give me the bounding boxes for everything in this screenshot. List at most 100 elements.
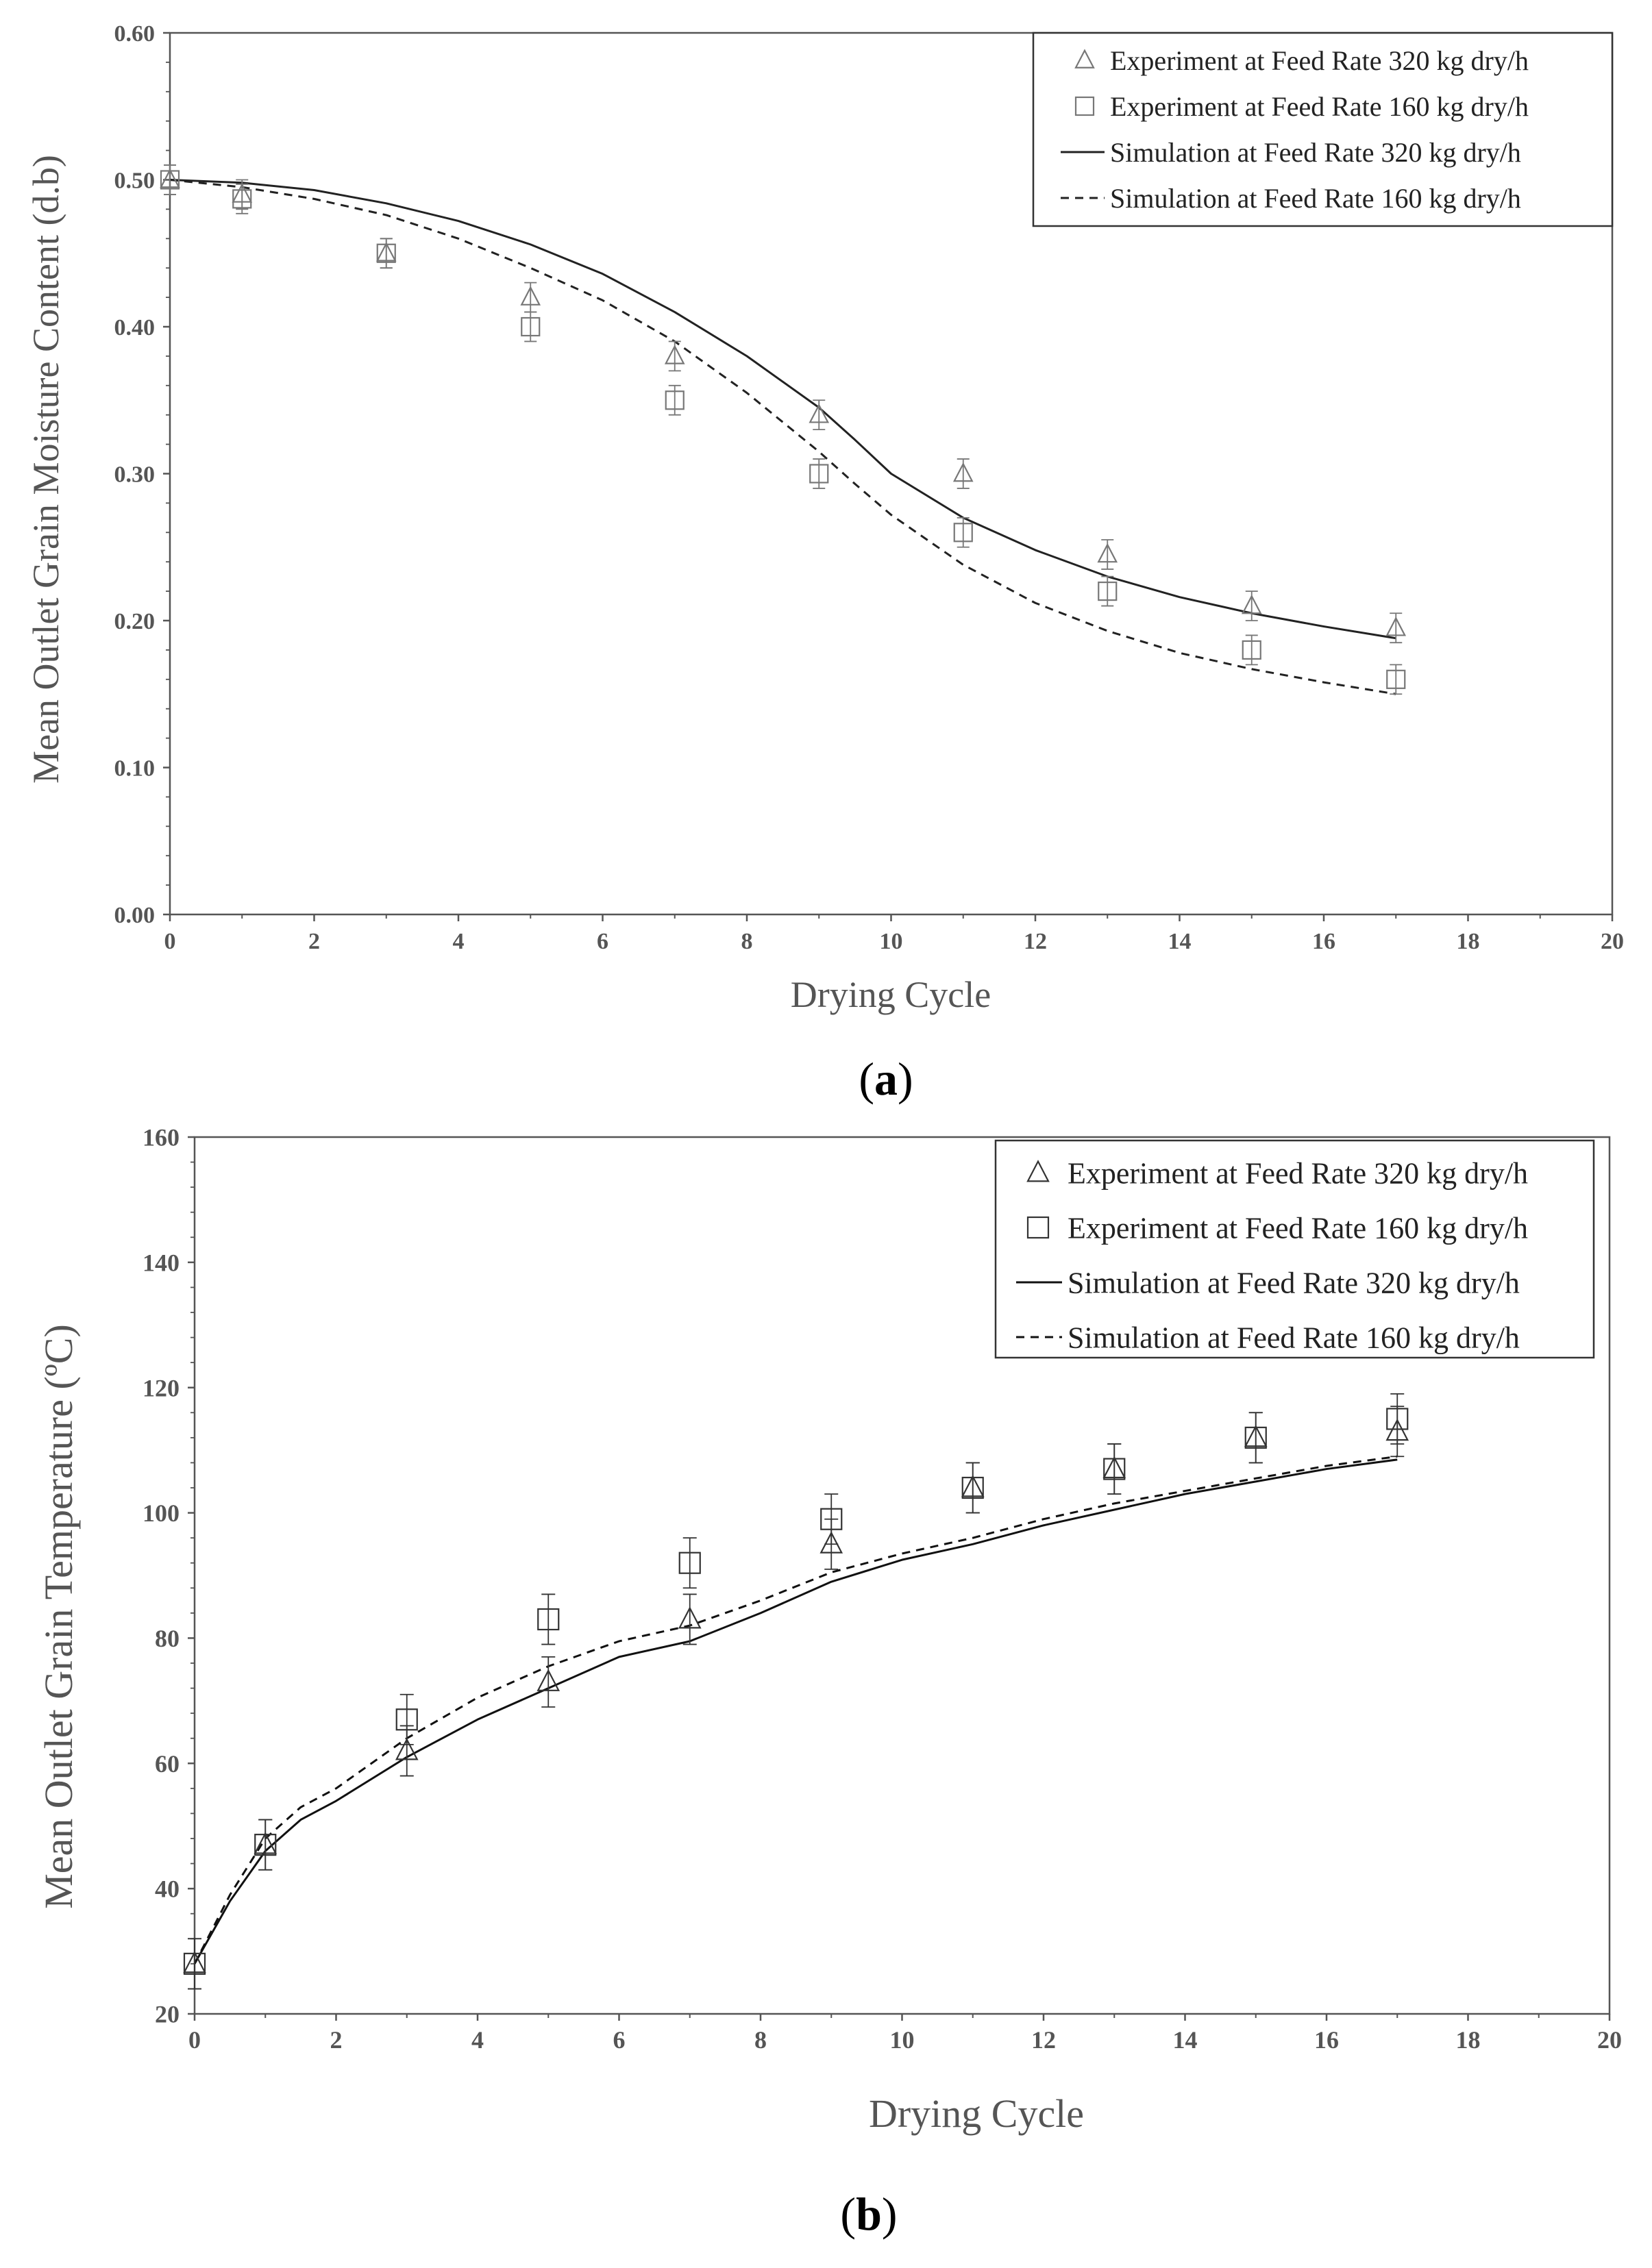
y-tick-label: 0.00 — [114, 903, 156, 928]
chart-panel-b: 0 2 4 6 8 10 12 14 16 18 20 20 40 60 80 100 120 140 160 D… — [36, 1124, 1622, 2240]
square-marker-icon — [1026, 1216, 1050, 1239]
legend-label: Simulation at Feed Rate 160 kg dry/h — [1110, 183, 1521, 214]
error-bar — [399, 1693, 414, 1745]
experiment-320-point — [395, 1738, 419, 1760]
error-bar — [380, 238, 393, 269]
error-bar — [258, 1819, 273, 1871]
x-tick-label: 2 — [308, 929, 320, 954]
y-tick-label: 0.10 — [114, 756, 156, 781]
experiment-160-point — [160, 170, 180, 190]
y-tick-label: 120 — [143, 1374, 180, 1401]
x-tick-label: 20 — [1601, 929, 1624, 954]
x-tick-label: 6 — [597, 929, 608, 954]
experiment-160-point — [820, 1508, 843, 1530]
error-bar — [965, 1462, 980, 1514]
legend-label: Experiment at Feed Rate 320 kg dry/h — [1068, 1156, 1528, 1190]
x-axis-title: Drying Cycle — [869, 2091, 1084, 2136]
error-bar — [1390, 664, 1403, 695]
legend-item: Experiment at Feed Rate 320 kg dry/h — [1074, 45, 1529, 76]
x-tick-label: 14 — [1168, 929, 1192, 954]
experiment-160-point — [395, 1708, 418, 1731]
x-tick-label: 18 — [1457, 929, 1480, 954]
legend-box — [994, 1139, 1595, 1359]
experiment-320-point — [1385, 616, 1407, 636]
experiment-160-point — [537, 1608, 560, 1631]
x-tick-label: 4 — [453, 929, 465, 954]
panel-label: (a) — [859, 1053, 913, 1105]
legend-label: Simulation at Feed Rate 320 kg dry/h — [1068, 1266, 1520, 1299]
y-tick-label: 40 — [155, 1876, 180, 1903]
x-tick-label: 2 — [330, 2026, 343, 2054]
y-tick-label: 140 — [143, 1249, 180, 1276]
error-bar — [524, 311, 537, 342]
error-bar — [1101, 575, 1114, 607]
error-bar — [164, 164, 176, 195]
y-tick-label: 0.20 — [114, 609, 156, 634]
experiment-320-point — [520, 286, 541, 306]
experiment-160-point — [232, 189, 252, 209]
x-axis-title: Drying Cycle — [791, 974, 991, 1015]
experiment-160-point — [678, 1552, 701, 1574]
error-bar — [824, 1493, 839, 1545]
legend-box — [1032, 32, 1614, 227]
legend-label: Experiment at Feed Rate 160 kg dry/h — [1068, 1211, 1528, 1245]
experiment-160-point — [1098, 581, 1118, 601]
x-tick-label: 8 — [741, 929, 753, 954]
experiment-320-point — [819, 1531, 843, 1554]
experiment-160-point — [183, 1952, 206, 1975]
simulation-160-line — [193, 1455, 1398, 1965]
experiment-320-point — [809, 403, 830, 423]
x-tick-label: 8 — [754, 2026, 767, 2054]
y-axis-title: Mean Outlet Grain Temperature (ºC) — [36, 1324, 81, 1909]
x-tick-label: 10 — [880, 929, 903, 954]
experiment-160-point — [376, 243, 396, 263]
legend-label: Simulation at Feed Rate 160 kg dry/h — [1068, 1321, 1520, 1354]
x-tick-label: 10 — [890, 2026, 915, 2054]
legend-item: Experiment at Feed Rate 320 kg dry/h — [1026, 1156, 1528, 1190]
x-tick-label: 16 — [1312, 929, 1335, 954]
legend-item: Simulation at Feed Rate 160 kg dry/h — [1016, 1321, 1520, 1354]
x-tick-label: 20 — [1597, 2026, 1622, 2054]
y-tick-label: 0.40 — [114, 315, 156, 340]
legend-item: Experiment at Feed Rate 160 kg dry/h — [1026, 1211, 1528, 1245]
x-tick-label: 16 — [1314, 2026, 1339, 2054]
experiment-160-point — [254, 1834, 277, 1856]
error-bar — [541, 1593, 556, 1645]
y-tick-label: 0.60 — [114, 21, 156, 47]
experiment-160-point — [1386, 669, 1406, 689]
y-axis-title: Mean Outlet Grain Moisture Content (d.b) — [25, 155, 66, 784]
experiment-160-point — [521, 316, 541, 337]
x-tick-label: 12 — [1024, 929, 1047, 954]
error-bar — [1245, 634, 1258, 666]
error-bar — [188, 1938, 201, 1990]
experiment-320-point — [1097, 543, 1118, 563]
experiment-160-point — [953, 523, 973, 543]
error-bar — [957, 516, 970, 548]
experiment-160-point — [1103, 1458, 1126, 1480]
triangle-marker-icon — [1026, 1160, 1050, 1182]
experiment-320-point — [1241, 594, 1262, 614]
legend-item: Simulation at Feed Rate 320 kg dry/h — [1016, 1266, 1520, 1299]
square-marker-icon — [1074, 96, 1095, 116]
legend-item: Experiment at Feed Rate 160 kg dry/h — [1074, 91, 1529, 122]
y-tick-label: 160 — [143, 1124, 180, 1151]
y-tick-label: 0.30 — [114, 462, 156, 487]
x-tick-label: 14 — [1173, 2026, 1198, 2054]
chart-panel-a: 0 2 4 6 8 10 12 14 16 18 20 0.00 0.10 0.20 0.30 0.40 0.… — [25, 21, 1624, 1105]
error-bar — [813, 458, 826, 489]
error-bar — [682, 1537, 697, 1589]
experiment-160-point — [665, 390, 685, 410]
error-bar — [668, 384, 681, 416]
error-bar — [682, 1593, 697, 1645]
experiment-320-point — [952, 462, 974, 482]
experiment-160-point — [961, 1476, 984, 1499]
legend: Experiment at Feed Rate 320 kg dry/h Expe… — [1032, 32, 1614, 227]
x-tick-label: 4 — [471, 2026, 484, 2054]
y-tick-label: 100 — [143, 1499, 180, 1527]
error-bar — [541, 1656, 556, 1708]
x-tick-label: 6 — [613, 2026, 626, 2054]
experiment-160-point — [1242, 640, 1261, 660]
y-tick-label: 0.50 — [114, 168, 156, 193]
experiment-320-point — [678, 1606, 702, 1629]
